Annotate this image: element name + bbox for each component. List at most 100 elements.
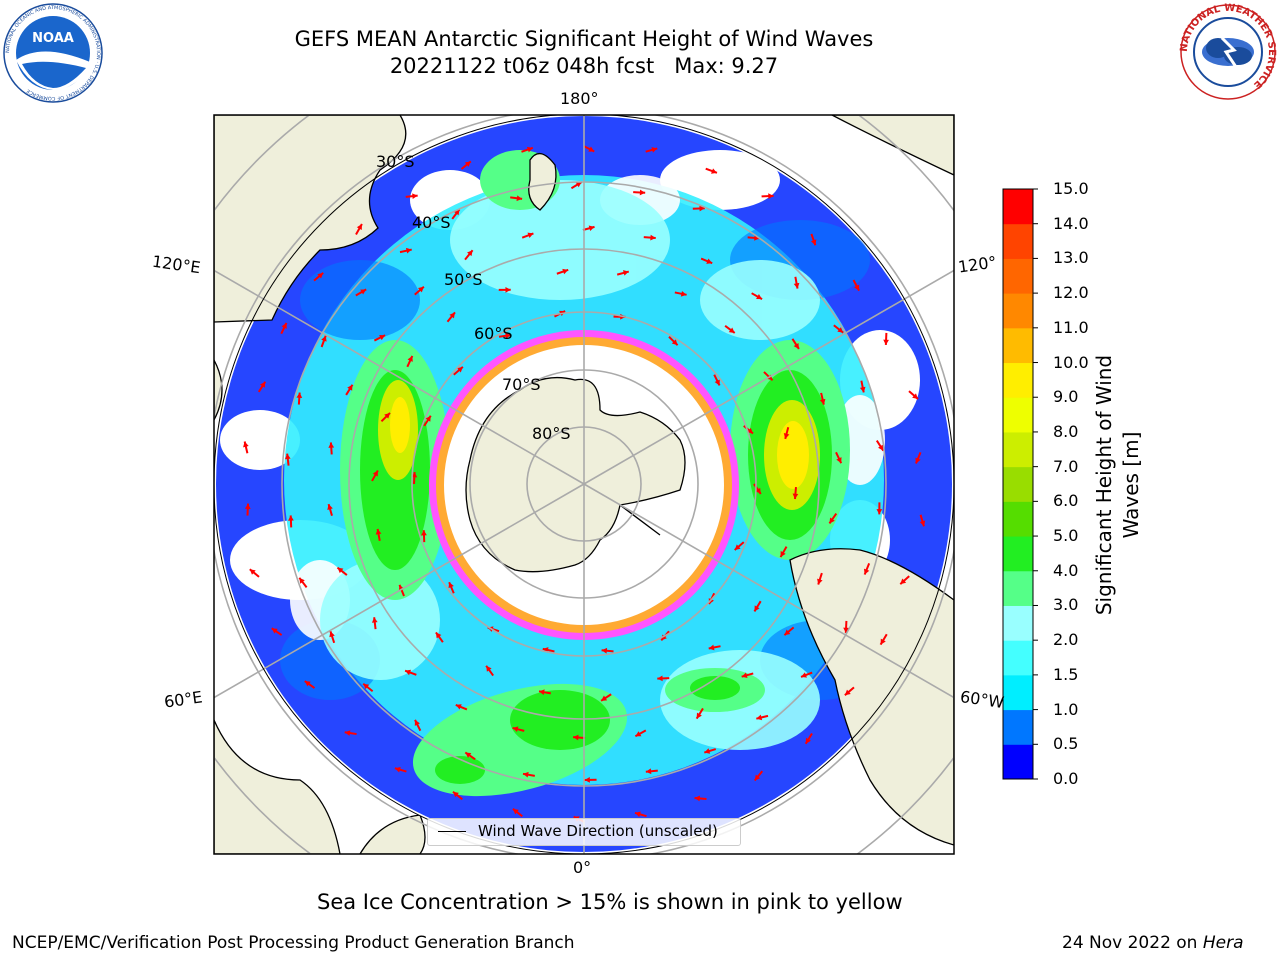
chart-title: GEFS MEAN Antarctic Significant Height o… (294, 27, 874, 51)
wave-arrow-head (754, 605, 760, 612)
wave-arrow-head (405, 669, 412, 676)
footer-host: Hera (1202, 933, 1244, 953)
lat-label-60s: 60°S (474, 324, 513, 343)
wave-arrow-head (793, 342, 799, 349)
wave-arrow-head (412, 193, 418, 200)
wave-arrow-head (805, 737, 811, 744)
nws-logo: NATIONAL WEATHER SERVICE (1179, 3, 1277, 100)
wave-arrow-head (418, 286, 424, 293)
wave-arrow-head (601, 647, 608, 654)
wave-arrow-head (783, 433, 790, 439)
noaa-logo: NOAA NATIONAL OCEANIC AND ATMOSPHERIC AD… (3, 3, 103, 103)
sea-ice-caption: Sea Ice Concentration > 15% is shown in … (317, 890, 903, 914)
wave-arrow-head (635, 731, 642, 737)
wave-arrow-head (505, 332, 511, 339)
colorbar (1002, 188, 1038, 780)
wave-arrow-head (344, 730, 351, 736)
wave-arrow-head (384, 412, 390, 419)
colorbar-tick-label: 8.0 (1053, 421, 1079, 441)
wave-arrow-head (634, 811, 641, 818)
wave-arrow-head (394, 766, 401, 773)
graticule (214, 115, 954, 854)
wave-arrow-head (512, 726, 519, 733)
colorbar-tick-label: 0.5 (1053, 734, 1079, 754)
wave-arrow-head (375, 528, 382, 535)
footer-date-prefix: 24 Nov 2022 on (1062, 933, 1203, 953)
wave-arrow-head (819, 398, 826, 405)
map-border (213, 114, 955, 855)
colorbar-tick-label: 2.0 (1053, 630, 1079, 650)
colorbar-tick-label: 14.0 (1053, 213, 1089, 233)
wave-arrow-head (661, 634, 667, 641)
wave-arrow-head (639, 189, 646, 196)
wave-arrow-head (680, 290, 687, 297)
wave-arrow-head (645, 768, 652, 775)
wave-arrow-head (522, 771, 529, 778)
colorbar-segment (1003, 536, 1033, 572)
wave-arrow-head (919, 520, 926, 527)
lat-label-80s: 80°S (532, 424, 571, 443)
lon-label-0: 0° (573, 858, 592, 877)
map-legend: Wind Wave Direction (unscaled) (427, 818, 741, 846)
wave-arrow-head (512, 808, 519, 815)
wave-arrow-head (657, 675, 663, 682)
wave-arrow-head (711, 168, 717, 174)
wave-arrow-head (880, 638, 886, 645)
colorbar-segment (1003, 501, 1033, 537)
wave-arrow-head (671, 339, 678, 346)
wave-arrow-head (329, 631, 335, 638)
wave-arrow-head (455, 704, 462, 710)
wave-arrow-head (863, 568, 870, 575)
wave-arrow-head (538, 689, 545, 696)
wave-arrow-head (299, 577, 305, 584)
wave-arrow-head (317, 272, 324, 279)
lat-label-30s: 30°S (376, 152, 415, 171)
wave-arrow-head (900, 578, 907, 585)
wave-arrow-head (562, 268, 569, 275)
wave-arrow-head (372, 470, 378, 477)
wave-arrow-head (741, 672, 748, 679)
wave-direction-arrows (243, 145, 926, 823)
colorbar-border (1002, 188, 1034, 780)
wave-arrow-head (651, 147, 658, 153)
colorbar-segment (1003, 223, 1033, 259)
wave-arrow-head (708, 644, 715, 651)
wave-arrow-head (259, 381, 266, 388)
wave-arrow-head (728, 327, 735, 333)
footer-date: 24 Nov 2022 on Hera (1062, 933, 1244, 953)
colorbar-tick-label: 7.0 (1053, 456, 1079, 476)
wave-arrow-head (876, 509, 883, 515)
colorbar-tick-label: 1.5 (1053, 664, 1079, 684)
colorbar-segment (1003, 189, 1033, 225)
wave-arrow-head (704, 748, 711, 754)
wave-arrow-head (363, 683, 370, 690)
wave-arrow-head (516, 195, 523, 202)
wave-arrow-head (288, 515, 294, 521)
noaa-logo-text: NOAA (32, 31, 74, 46)
wave-arrow-head (854, 284, 860, 291)
wave-arrow-head (801, 672, 807, 678)
colorbar-tick-label: 10.0 (1053, 352, 1089, 372)
wave-arrow-head (756, 714, 763, 721)
wave-arrow-head (696, 712, 702, 719)
wave-arrow-head (337, 567, 344, 574)
colorbar-tick-label: 5.0 (1053, 526, 1079, 546)
lat-label-50s: 50°S (444, 270, 483, 289)
colorbar-segment (1003, 327, 1033, 364)
wave-arrow-head (321, 335, 327, 342)
lon-label-180: 180° (560, 89, 599, 108)
wave-arrow-head (327, 504, 333, 511)
colorbar-tick-label: 3.0 (1053, 595, 1079, 615)
wave-arrow-head (734, 544, 741, 551)
colorbar-segment (1003, 397, 1033, 433)
footer-branch: NCEP/EMC/Verification Post Processing Pr… (12, 933, 575, 953)
wave-arrow-head (421, 530, 427, 536)
legend-line-sample (438, 831, 466, 832)
lat-label-70s: 70°S (502, 375, 541, 394)
colorbar-segment (1003, 431, 1033, 468)
wave-arrow-head (281, 322, 287, 329)
legend-label: Wind Wave Direction (unscaled) (478, 822, 718, 840)
wave-arrow-head (526, 146, 533, 153)
wave-arrow-head (486, 665, 492, 672)
